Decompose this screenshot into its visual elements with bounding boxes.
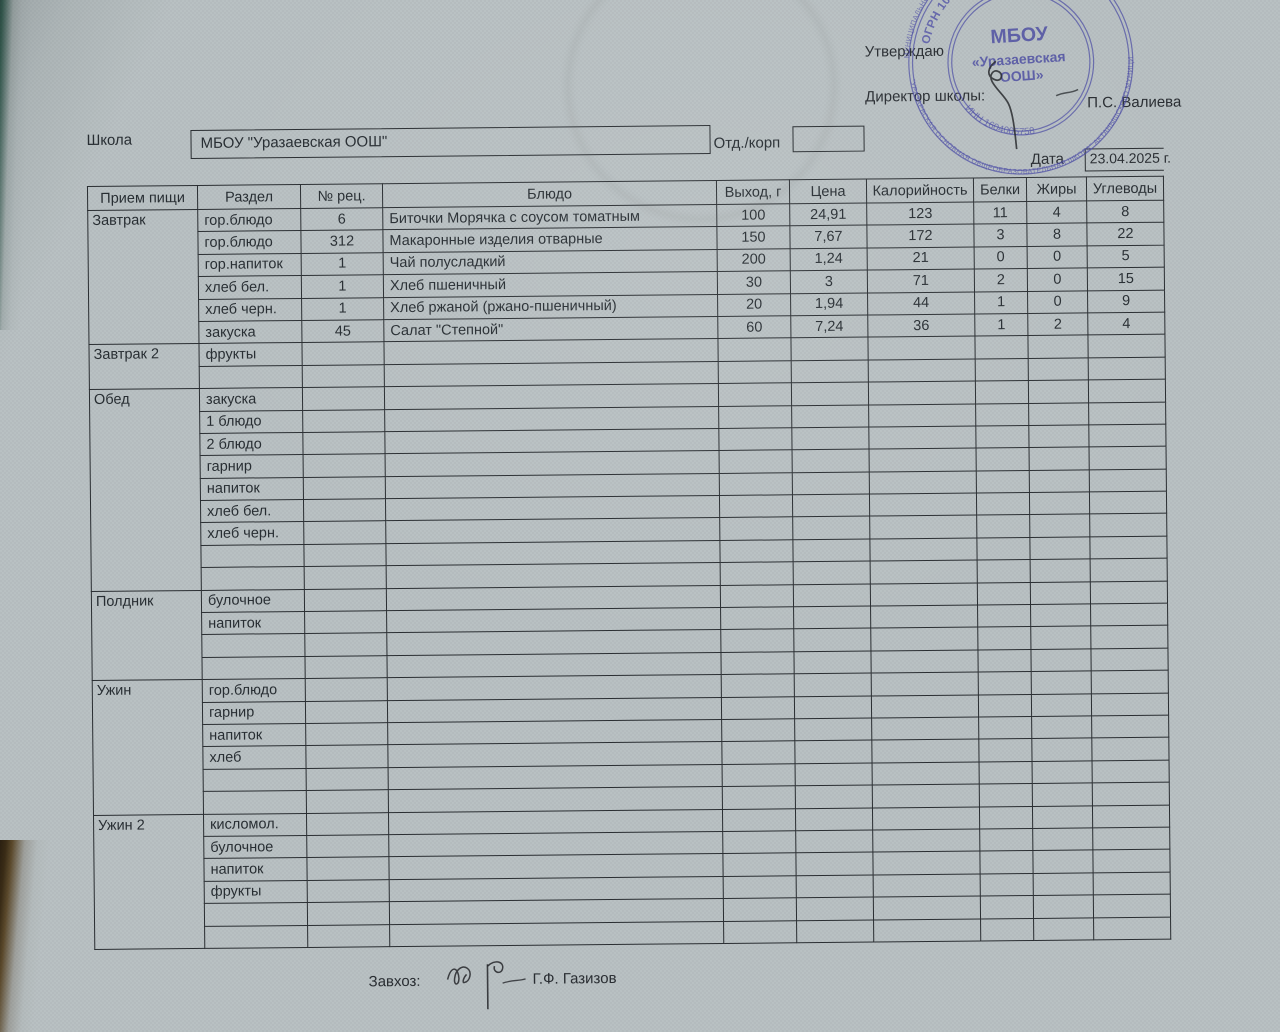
- svg-text:МБОУ: МБОУ: [990, 23, 1049, 49]
